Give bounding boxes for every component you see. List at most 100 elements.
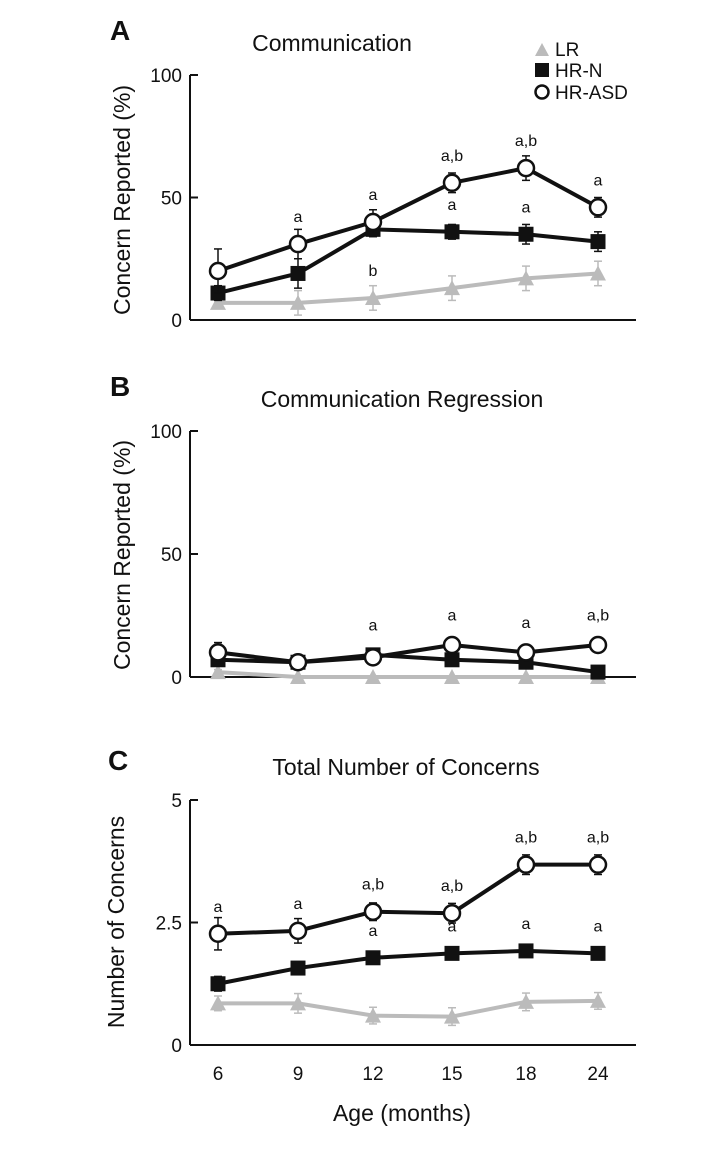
panel-c-y-tick-label: 5 [171,791,182,812]
panel-c-ylabel: Number of Concerns [103,816,129,1028]
panel-c-hrasd-point [516,855,536,874]
panel-b-hrasd-point [442,635,462,655]
panel-b-lr-point [444,669,460,684]
panel-a-lr-line [218,271,599,305]
legend-lr-marker [535,43,549,56]
panel-b-y-tick-label: 0 [171,668,182,689]
panel-a-hrn-point [444,224,460,240]
panel-b-lr-point [365,669,381,684]
panel-c-hrasd-point [208,924,228,944]
panel-c-lr-point [590,992,606,1008]
panel-b-hrasd-point [588,635,608,655]
panel-b-lr-point [290,669,306,684]
panel-c-significance-label: a [214,899,223,916]
panel-b-hrn-point [444,652,460,668]
legend-hrasd-label: HR-ASD [555,83,628,104]
x-tick-label: 18 [515,1064,536,1085]
panel-a-hrasd-line [217,166,599,273]
panel-a-hrasd-point [288,234,308,254]
panel-c-lr-point [290,995,306,1011]
panel-b-significance-label: a [448,608,457,625]
panel-c-title: Total Number of Concerns [272,754,539,780]
panel-c-hrn-point [518,943,534,959]
panel-a: A Communication Concern Reported (%) 0 50… [109,15,636,332]
panel-c: C Total Number of Concerns Number of Con… [103,745,636,1126]
panel-c-hrn-point [590,945,606,961]
panel-b-significance-label: a,b [587,608,609,625]
panel-b-y-tick-label: 50 [161,545,182,566]
panel-c-hrasd-line [217,862,598,936]
panel-c-hrasd-point [288,921,308,941]
panel-a-lr-point [518,270,534,286]
panel-c-lr-line [218,998,599,1019]
panel-a-y-tick-label: 50 [161,189,182,210]
panel-b-significance-label: a [522,615,531,632]
panel-a-title: Communication [252,30,412,56]
panel-c-hrasd-point [442,903,462,923]
panel-a-hrasd-point [516,158,536,178]
panel-a-significance-label: a,b [441,148,463,165]
x-axis-label: Age (months) [333,1100,471,1126]
panel-c-hrasd-point [588,855,608,874]
panel-b-y-tick-label: 100 [150,422,182,443]
panel-c-significance-label: a [594,918,603,935]
legend: LR HR-N HR-ASD [534,40,628,104]
panel-c-significance-label: a,b [362,877,384,894]
panel-c-hrn-point [365,950,381,966]
panel-b-hrasd-point [516,643,536,662]
panel-c-significance-label: a,b [441,878,463,895]
panel-c-hrn-point [444,945,460,961]
x-tick-label: 9 [293,1064,304,1085]
panel-c-lr-point [444,1008,460,1024]
panel-a-hrn-point [590,234,606,250]
panel-a-lr-point [590,265,606,281]
panel-a-significance-label: a [448,197,457,214]
panel-a-hrasd-point [442,173,462,193]
panel-b-hrasd-point [363,648,383,667]
panel-b-ylabel: Concern Reported (%) [109,440,135,670]
panel-a-hrn-line [217,227,599,295]
panel-a-hrn-point [518,226,534,242]
panel-c-y-tick-label: 0 [171,1036,182,1057]
panel-b-hrn-point [590,664,606,680]
panel-c-significance-label: a,b [515,830,537,847]
panel-a-significance-label: a [369,187,378,204]
panel-b-hrasd-point [288,652,308,672]
x-tick-label: 12 [362,1064,383,1085]
panel-b-hrasd-line [217,643,599,665]
panel-c-y-tick-label: 2.5 [156,914,182,935]
panel-a-hrasd-point [588,198,608,217]
panel-c-hrn-line [217,948,599,986]
panel-a-letter: A [110,15,130,46]
panel-a-lr-point [210,294,226,310]
panel-a-significance-label: a,b [515,133,537,150]
panel-a-lr-point [365,289,381,305]
panel-c-significance-label: a [294,896,303,913]
legend-hrn-label: HR-N [555,61,603,82]
panel-c-significance-label: a [522,916,531,933]
panel-c-lr-point [518,993,534,1009]
panel-c-hrn-point [290,960,306,976]
panel-a-significance-label: b [369,263,378,280]
panel-c-hrasd-point [363,902,383,921]
panel-c-hrn-point [210,976,226,992]
panel-c-significance-label: a,b [587,830,609,847]
panel-a-significance-label: a [594,172,603,189]
legend-hrasd-marker [534,84,550,100]
legend-lr-label: LR [555,40,579,61]
panel-a-hrasd-point [363,212,383,232]
legend-hrn-marker [535,63,549,77]
x-tick-label: 24 [587,1064,609,1085]
panel-a-hrasd-point [208,261,228,281]
panel-a-lr-point [290,294,306,310]
panel-c-lr-point [365,1007,381,1023]
panel-c-significance-label: a [369,923,378,940]
panel-c-lr-point [210,995,226,1011]
panel-c-significance-label: a [448,918,457,935]
panel-b: B Communication Regression Concern Repor… [109,371,636,689]
panel-b-lr-line [217,670,598,679]
panel-c-letter: C [108,745,128,776]
panel-a-y-tick-label: 100 [150,66,182,87]
panel-b-hrasd-point [208,643,228,662]
x-tick-label: 6 [213,1064,224,1085]
